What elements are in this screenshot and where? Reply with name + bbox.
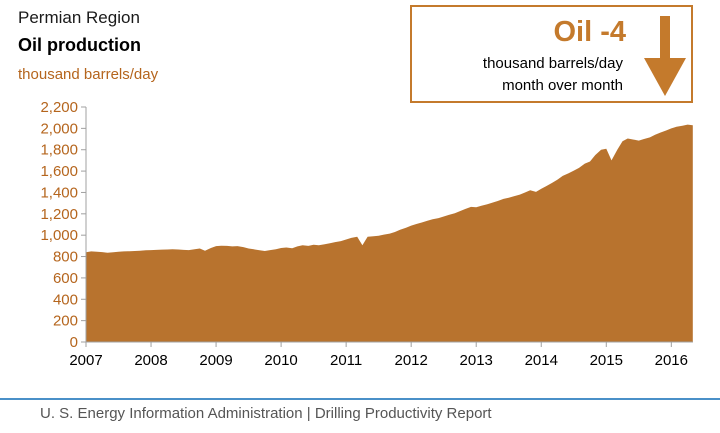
region-title: Permian Region [18,8,140,27]
x-tick-label: 2016 [655,352,688,369]
callout-unit-line: thousand barrels/day [482,55,623,72]
y-tick-label: 0 [70,334,78,351]
x-tick-label: 2008 [134,352,167,369]
production-chart: 0 200 400 600 800 1,000 1,200 1,400 1,600 1,800 2,… [40,99,693,369]
y-tick-label: 600 [53,270,78,287]
y-tick-label: 1,400 [40,184,78,201]
down-arrow-icon [644,16,686,96]
plot-area [86,124,693,342]
y-tick-label: 1,800 [40,142,78,159]
y-tick-label: 400 [53,291,78,308]
y-tick-label: 2,000 [40,120,78,137]
x-tick-label: 2011 [330,352,362,369]
axes [81,106,693,347]
unit-label: thousand barrels/day [18,66,159,83]
y-tick-label: 200 [53,313,78,330]
y-tick-label: 2,200 [40,99,78,116]
x-tick-label: 2007 [69,352,102,369]
metric-title: Oil production [18,35,141,55]
x-tick-label: 2010 [264,352,297,369]
y-tick-labels: 0 200 400 600 800 1,000 1,200 1,400 1,600 1,800 2,… [40,99,78,351]
production-area-series-0 [86,124,693,342]
footer-source: U. S. Energy Information Administration … [40,405,492,422]
monthly-change-callout: Oil -4 thousand barrels/day month over m… [410,5,693,103]
callout-period-line: month over month [502,77,623,94]
footer-divider [0,398,720,400]
x-tick-label: 2009 [199,352,232,369]
y-tick-label: 1,200 [40,206,78,223]
x-tick-label: 2015 [590,352,623,369]
x-tick-label: 2012 [394,352,427,369]
y-tick-label: 1,600 [40,163,78,180]
x-tick-labels: 2007 2008 2009 2010 2011 2012 2013 2014 2015 2016 [69,352,688,369]
callout-value: Oil -4 [553,16,626,48]
x-tick-label: 2013 [460,352,493,369]
x-tick-label: 2014 [525,352,558,369]
y-tick-label: 1,000 [40,227,78,244]
y-tick-label: 800 [53,249,78,266]
